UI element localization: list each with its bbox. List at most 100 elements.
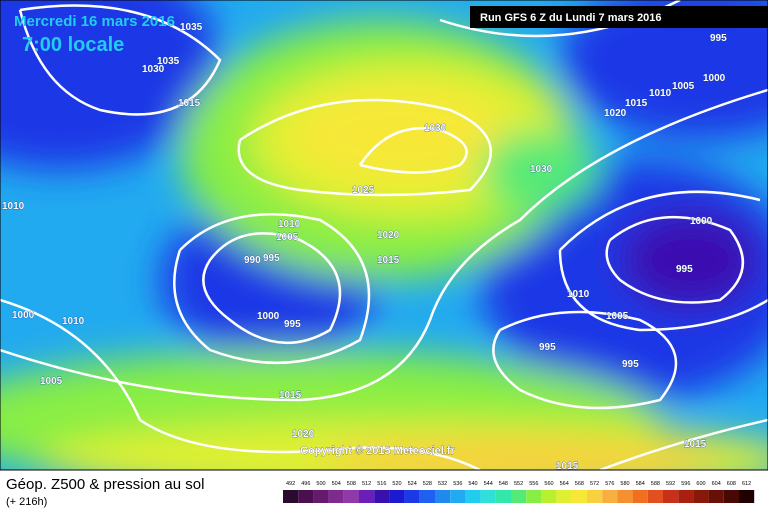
isobar-label: 1020 (604, 108, 627, 119)
isobar-label: 1000 (257, 311, 280, 322)
legend-swatch (419, 490, 435, 503)
legend-swatch (693, 490, 709, 503)
isobar-label: 1035 (180, 22, 203, 33)
legend-swatch (647, 490, 663, 503)
legend-label: 492 (286, 481, 295, 487)
legend-label: 548 (499, 481, 508, 487)
legend-swatch (663, 490, 679, 503)
footer-title: Géop. Z500 & pression au sol (6, 476, 204, 493)
isobar-label: 1000 (12, 310, 35, 321)
legend-swatch (343, 490, 359, 503)
isobar-label: 1010 (278, 219, 301, 230)
legend-label: 516 (377, 481, 386, 487)
isobar-label: 995 (710, 33, 727, 44)
legend-swatch (374, 490, 390, 503)
run-box (470, 6, 768, 28)
legend-swatch (435, 490, 451, 503)
legend-swatch (359, 490, 375, 503)
legend-label: 552 (514, 481, 523, 487)
legend-swatch (450, 490, 466, 503)
isobar-label: 1035 (157, 56, 180, 67)
legend-swatch (678, 490, 694, 503)
legend-swatch (495, 490, 511, 503)
legend-label: 540 (468, 481, 477, 487)
isobar-label: 1015 (279, 390, 302, 401)
isobar-label: 1015 (377, 255, 400, 266)
legend-label: 504 (332, 481, 341, 487)
legend-label: 556 (529, 481, 538, 487)
legend-swatch (404, 490, 420, 503)
isobar-label: 1005 (40, 376, 63, 387)
legend-swatch (556, 490, 572, 503)
legend-swatch (511, 490, 527, 503)
legend-swatch (298, 490, 314, 503)
isobar-label: 1010 (62, 316, 85, 327)
isobar-label: 1020 (377, 230, 400, 241)
isobar-label: 1015 (625, 98, 648, 109)
legend-label: 500 (316, 481, 325, 487)
legend-label: 572 (590, 481, 599, 487)
legend-swatch (283, 490, 299, 503)
isobar-label: 1020 (292, 429, 315, 440)
legend-label: 576 (605, 481, 614, 487)
legend-label: 508 (347, 481, 356, 487)
legend-swatch (389, 490, 405, 503)
isobar-label: 1010 (649, 88, 672, 99)
legend-swatch (739, 490, 755, 503)
legend-swatch (526, 490, 542, 503)
legend-label: 604 (712, 481, 721, 487)
isobar-label: 1005 (672, 81, 695, 92)
legend-swatch (465, 490, 481, 503)
legend-label: 596 (681, 481, 690, 487)
legend-label: 512 (362, 481, 371, 487)
legend-label: 608 (727, 481, 736, 487)
isobar-label: 1000 (690, 216, 713, 227)
legend-swatch (587, 490, 603, 503)
legend-label: 560 (544, 481, 553, 487)
legend-label: 564 (560, 481, 569, 487)
isobar-lines (0, 0, 768, 470)
legend-label: 536 (453, 481, 462, 487)
legend-label: 544 (484, 481, 493, 487)
legend-swatch (571, 490, 587, 503)
isobar-label: 995 (284, 319, 301, 330)
isobar-label: 995 (539, 342, 556, 353)
legend: 492 496 500 504 508 512 516 520 524 528 532 536 540 5… (283, 481, 755, 503)
legend-label: 524 (408, 481, 417, 487)
legend-label: 528 (423, 481, 432, 487)
map-frame (0, 0, 768, 471)
legend-swatch (632, 490, 648, 503)
isobar-label: 1030 (424, 123, 447, 134)
isobar-label: 1005 (606, 311, 629, 322)
legend-label: 588 (651, 481, 660, 487)
copyright: Copyright © 2015 Meteociel.fr (300, 445, 456, 457)
isobar-label: 1010 (567, 289, 590, 300)
isobar-label: 995 (263, 253, 280, 264)
isobar-label: 1025 (352, 185, 375, 196)
isobar-label: 1015 (556, 461, 579, 472)
date: Mercredi 16 mars 2016 (14, 13, 175, 30)
isobar-label: 1000 (703, 73, 726, 84)
isobar-label: 1015 (178, 98, 201, 109)
legend-swatch (617, 490, 633, 503)
field (0, 0, 768, 470)
legend-label: 580 (620, 481, 629, 487)
isobar-label: 995 (676, 264, 693, 275)
legend-label: 532 (438, 481, 447, 487)
isobar-label: 1030 (142, 64, 165, 75)
footer-lead: (+ 216h) (6, 496, 47, 508)
legend-label: 584 (636, 481, 645, 487)
isobar-label: 1010 (2, 201, 25, 212)
legend-swatch (313, 490, 329, 503)
time: 7:00 locale (22, 34, 124, 56)
legend-label: 568 (575, 481, 584, 487)
legend-label: 520 (392, 481, 401, 487)
legend-swatch (708, 490, 724, 503)
legend-label: 496 (301, 481, 310, 487)
isobar-label: 1030 (530, 164, 553, 175)
legend-label: 612 (742, 481, 751, 487)
legend-swatch (480, 490, 496, 503)
isobar-label: 1015 (684, 439, 707, 450)
